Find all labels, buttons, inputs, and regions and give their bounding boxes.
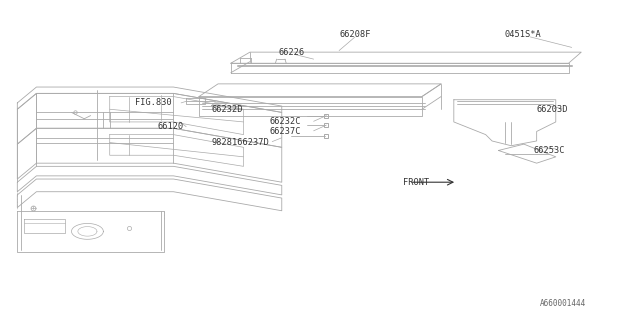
Text: A660001444: A660001444 xyxy=(540,299,586,308)
Text: 9828166237D: 9828166237D xyxy=(212,138,269,147)
Text: FIG.830: FIG.830 xyxy=(135,99,172,108)
Text: FRONT: FRONT xyxy=(403,178,429,187)
Text: 66232C: 66232C xyxy=(269,117,301,126)
Text: 66208F: 66208F xyxy=(339,30,371,39)
Text: 66237C: 66237C xyxy=(269,127,301,136)
Text: 66226: 66226 xyxy=(278,48,305,57)
Text: 66120: 66120 xyxy=(157,122,184,131)
Text: 66232D: 66232D xyxy=(212,105,243,114)
Text: 0451S*A: 0451S*A xyxy=(505,30,541,39)
Text: 66253C: 66253C xyxy=(534,146,565,155)
Text: 66203D: 66203D xyxy=(537,105,568,114)
